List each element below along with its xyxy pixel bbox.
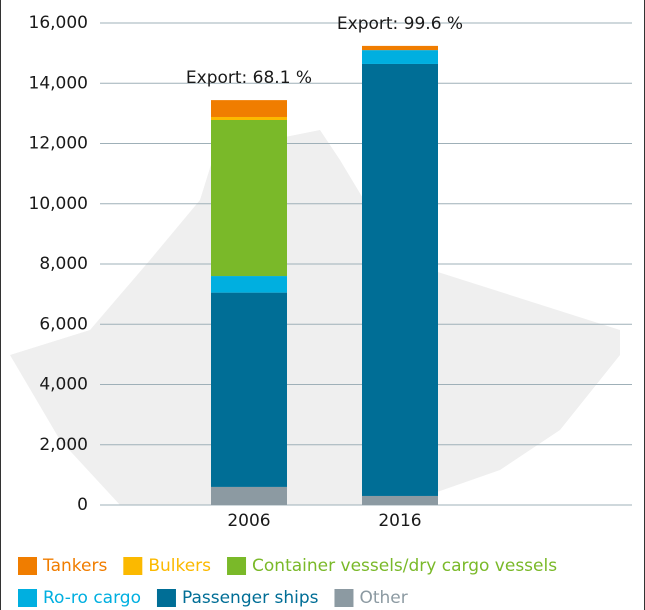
bar-segment [362,46,438,50]
y-tick-label: 14,000 [29,73,88,93]
bar-segment [211,117,287,120]
legend-label: Tankers [42,556,107,576]
legend-label: Bulkers [148,556,211,576]
y-tick-label: 12,000 [29,134,88,154]
bar-segment [211,276,287,293]
y-tick-label: 4,000 [39,375,88,395]
bar-segment [362,496,438,505]
legend-label: Container vessels/dry cargo vessels [252,556,557,576]
y-tick-label: 2,000 [39,435,88,455]
bar-segment [211,293,287,487]
chart: 0 2,000 4,000 6,000 8,000 10,000 12,000 14,000 1… [0,0,645,610]
legend-swatch [334,589,353,607]
legend-swatch [18,589,37,607]
legend-label: Ro-ro cargo [43,588,141,608]
bar-segment [211,487,287,505]
annotation: Export: 68.1 % [186,68,312,88]
bar-segment [362,64,438,496]
annotation: Export: 99.6 % [337,14,463,34]
legend-swatch [18,557,37,575]
x-tick-label: 2006 [227,511,270,531]
bar-segment [211,120,287,276]
y-tick-label: 10,000 [29,194,88,214]
legend-swatch [227,557,246,575]
legend-swatch [123,557,142,575]
bar-segment [211,100,287,117]
legend-label: Passenger ships [182,588,319,608]
y-tick-label: 0 [77,495,88,515]
y-tick-label: 8,000 [39,254,88,274]
y-tick-label: 16,000 [29,13,88,33]
legend-swatch [157,589,176,607]
y-tick-label: 6,000 [39,314,88,334]
ship-silhouette [10,115,620,505]
x-tick-label: 2016 [378,511,421,531]
legend-label: Other [359,588,407,608]
bar-segment [362,50,438,64]
